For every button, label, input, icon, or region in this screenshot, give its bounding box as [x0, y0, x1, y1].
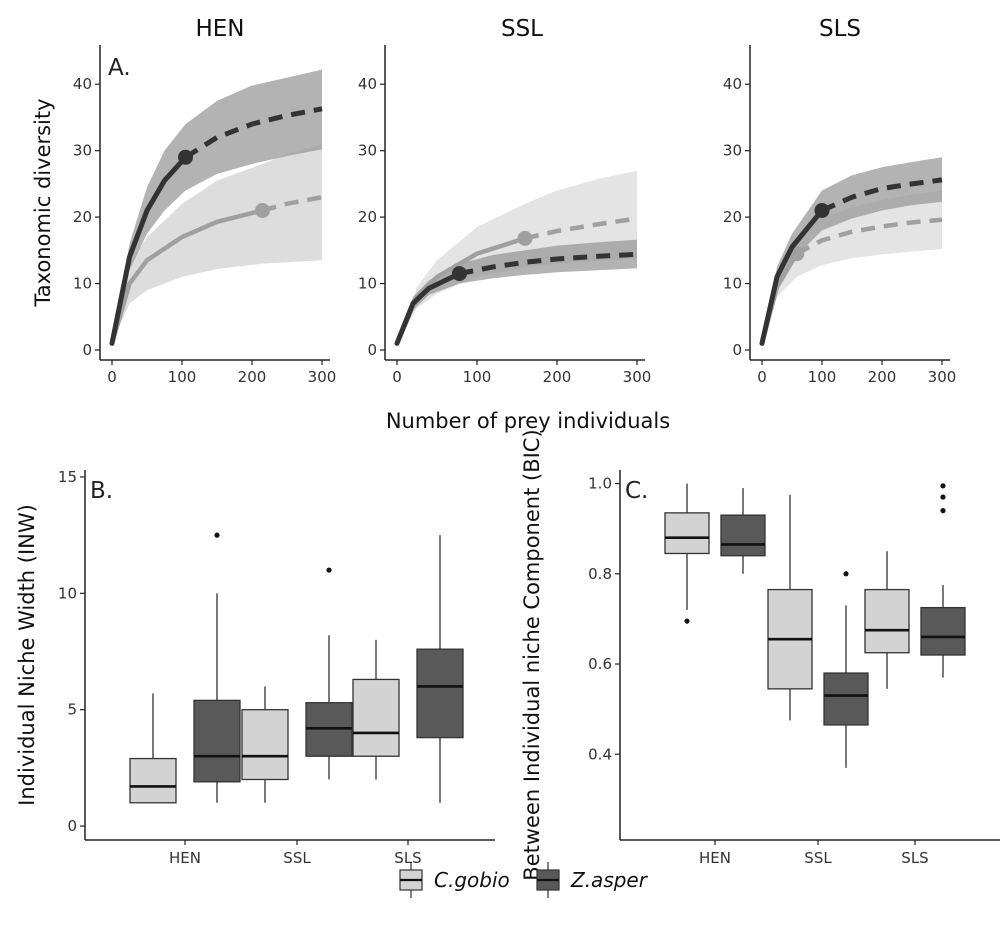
x-tick-label: HEN	[169, 849, 201, 867]
box-c-gobio-sls	[352, 678, 400, 757]
x-tick-label: SLS	[901, 849, 928, 867]
legend-label-z-asper: Z.asper	[570, 868, 649, 892]
outlier-z-asper-hen	[214, 532, 220, 538]
panel-a-sls: SLS 0 10 20 30 40 0 100 200 300	[723, 16, 956, 386]
x-tick-label: 300	[308, 368, 337, 386]
y-tick-label: 1.0	[588, 475, 612, 493]
panel-label: B.	[90, 478, 113, 504]
y-axis-label: Between Individual niche Component (BIC)	[520, 429, 544, 880]
series-line-extrapolated-z-asper	[820, 177, 943, 213]
legend: C.gobio Z.asper	[399, 862, 649, 898]
box-z-asper-ssl	[823, 672, 869, 726]
panel-title: SLS	[819, 16, 861, 42]
series-line-interpolated-z-asper	[109, 154, 188, 346]
y-axis-label: Taxonomic diversity	[31, 98, 55, 307]
outlier-c-gobio-hen	[684, 618, 690, 624]
y-tick-label: 10	[723, 275, 742, 293]
box-c-gobio-hen	[129, 757, 177, 804]
x-tick-label: 100	[168, 368, 197, 386]
y-tick-label: 0.6	[588, 655, 612, 673]
observed-point-c-gobio	[255, 202, 270, 218]
outlier-z-asper-sls	[940, 494, 946, 500]
box-z-asper-hen	[720, 514, 766, 557]
y-tick-label: 0	[367, 341, 377, 359]
y-tick-label: 0.4	[588, 745, 612, 763]
legend-label-c-gobio: C.gobio	[434, 868, 510, 892]
observed-point-c-gobio	[517, 230, 533, 246]
panel-title: SSL	[501, 16, 543, 42]
y-tick-label: 20	[73, 208, 92, 226]
panel-label: C.	[625, 478, 648, 504]
x-tick-label: 200	[543, 368, 572, 386]
y-tick-label: 30	[73, 142, 92, 160]
x-tick-label: 0	[392, 368, 402, 386]
x-tick-label: SSL	[283, 849, 311, 867]
ci-band-z-asper	[112, 69, 322, 344]
x-tick-label: 300	[928, 368, 957, 386]
x-tick-label: SSL	[804, 849, 832, 867]
y-tick-label: 10	[58, 584, 77, 602]
y-tick-label: 30	[723, 142, 742, 160]
y-tick-label: 40	[723, 75, 742, 93]
legend-item-c-gobio: C.gobio	[399, 862, 510, 898]
panel-label: A.	[108, 55, 131, 81]
box-z-asper-hen	[193, 699, 241, 783]
box-z-asper-sls	[920, 606, 966, 656]
series-line-extrapolated-c-gobio	[795, 217, 943, 256]
y-tick-label: 0	[82, 341, 92, 359]
y-tick-label: 15	[58, 468, 77, 486]
box-c-gobio-sls	[864, 588, 910, 654]
x-tick-label: 200	[868, 368, 897, 386]
y-tick-label: 40	[73, 75, 92, 93]
y-tick-label: 10	[358, 275, 377, 293]
x-tick-label: 0	[757, 368, 767, 386]
y-tick-label: 0	[732, 341, 742, 359]
legend-item-z-asper: Z.asper	[536, 862, 649, 898]
x-tick-label: HEN	[699, 849, 731, 867]
observed-point-z-asper	[178, 149, 193, 165]
ci-band-z-asper	[762, 157, 942, 344]
x-tick-label: 100	[808, 368, 837, 386]
ci-band-c-gobio	[762, 190, 942, 344]
y-tick-label: 10	[73, 275, 92, 293]
series-line-extrapolated-c-gobio	[524, 216, 638, 241]
series-line-extrapolated-c-gobio	[261, 194, 323, 213]
panel-title: HEN	[195, 16, 244, 42]
x-tick-label: 300	[623, 368, 652, 386]
y-tick-label: 40	[358, 75, 377, 93]
observed-point-z-asper	[451, 266, 467, 282]
x-tick-label: 200	[238, 368, 267, 386]
series-line-extrapolated-z-asper	[184, 106, 323, 160]
box-c-gobio-ssl	[241, 709, 289, 781]
x-tick-label: SLS	[394, 849, 421, 867]
panel-a-ssl: SSL 0 10 20 30 40 0 100 200 300	[358, 16, 651, 386]
panel-b: B. Individual Niche Width (INW) 0 5 10 15 HEN S…	[15, 468, 495, 867]
ci-band-c-gobio	[112, 144, 322, 344]
series-line-extrapolated-z-asper	[458, 251, 638, 277]
box-c-gobio-hen	[664, 512, 710, 555]
series-line-interpolated-z-asper	[759, 207, 825, 346]
y-tick-label: 0.8	[588, 565, 612, 583]
box-z-asper-sls	[416, 648, 464, 739]
shared-x-axis-label: Number of prey individuals	[386, 409, 670, 433]
panel-a-hen: HEN A. Taxonomic diversity 0 10 20 30 40 0 100 200…	[31, 16, 336, 386]
y-tick-label: 20	[723, 208, 742, 226]
outlier-z-asper-ssl	[326, 567, 332, 573]
panel-c: C. Between Individual niche Component (BI…	[520, 429, 1000, 881]
outlier-z-asper-sls	[940, 483, 946, 489]
y-tick-label: 0	[67, 817, 77, 835]
series-line-interpolated-z-asper	[394, 271, 462, 346]
y-tick-label: 20	[358, 208, 377, 226]
observed-point-z-asper	[814, 202, 830, 218]
y-tick-label: 30	[358, 142, 377, 160]
x-tick-label: 0	[107, 368, 117, 386]
outlier-z-asper-ssl	[843, 571, 849, 577]
y-axis-label: Individual Niche Width (INW)	[15, 504, 39, 806]
outlier-z-asper-sls	[940, 508, 946, 514]
y-tick-label: 5	[67, 701, 77, 719]
x-tick-label: 100	[463, 368, 492, 386]
series-line-interpolated-c-gobio	[109, 208, 265, 346]
